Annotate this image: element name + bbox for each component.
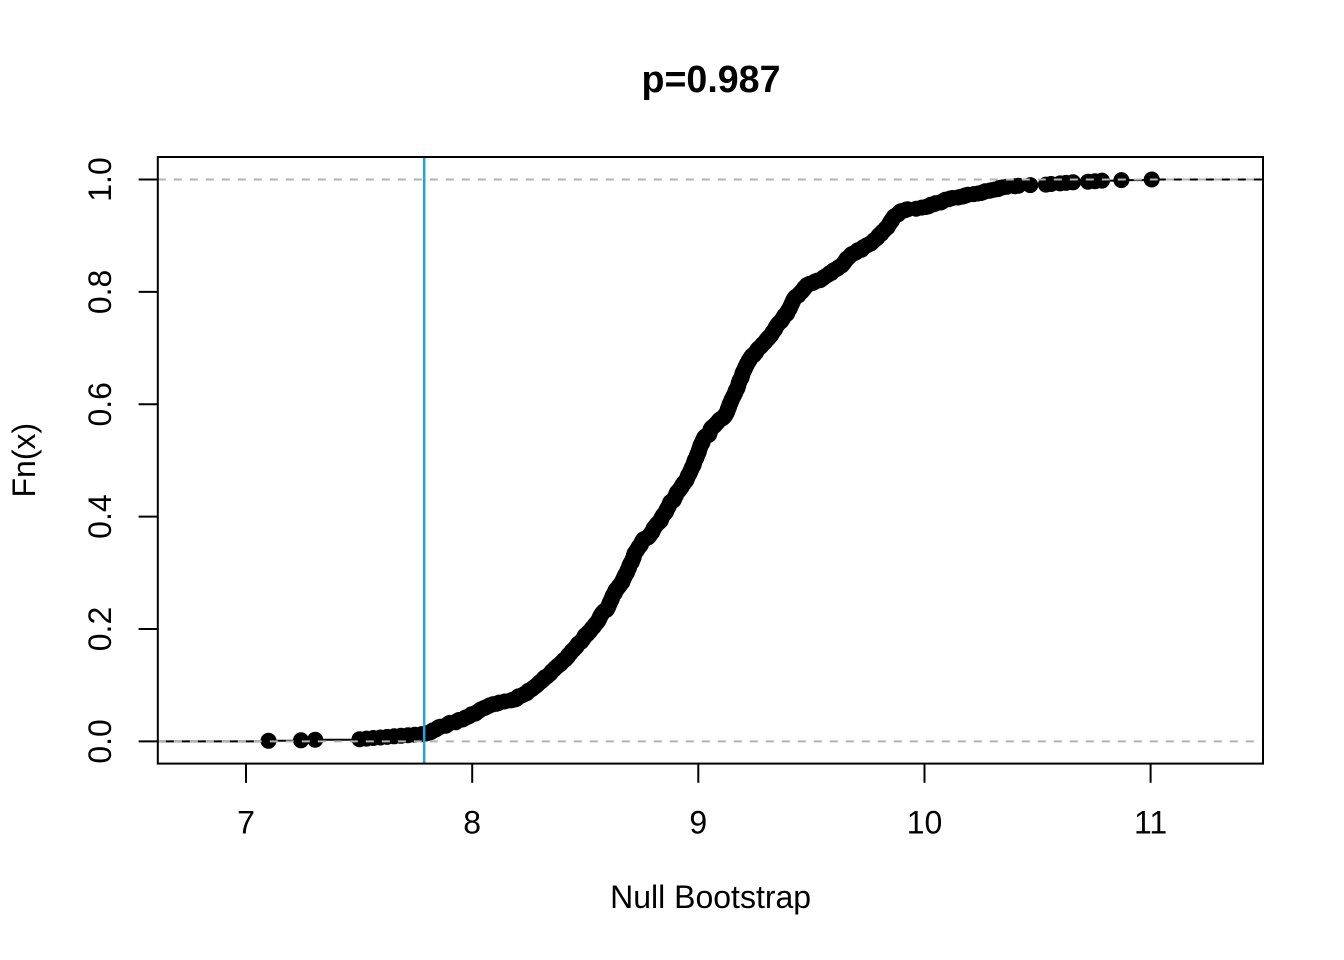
svg-text:0.2: 0.2	[82, 607, 118, 651]
svg-text:8: 8	[463, 804, 481, 840]
svg-text:p=0.987: p=0.987	[642, 58, 781, 100]
svg-text:Null Bootstrap: Null Bootstrap	[610, 879, 811, 915]
svg-text:10: 10	[907, 804, 943, 840]
svg-text:0.8: 0.8	[82, 270, 118, 314]
svg-text:Fn(x): Fn(x)	[6, 423, 42, 498]
svg-text:9: 9	[689, 804, 707, 840]
svg-text:1.0: 1.0	[82, 157, 118, 201]
svg-text:0.0: 0.0	[82, 719, 118, 763]
svg-text:7: 7	[237, 804, 255, 840]
svg-text:0.4: 0.4	[82, 494, 118, 538]
svg-text:0.6: 0.6	[82, 382, 118, 426]
svg-text:11: 11	[1134, 804, 1167, 840]
